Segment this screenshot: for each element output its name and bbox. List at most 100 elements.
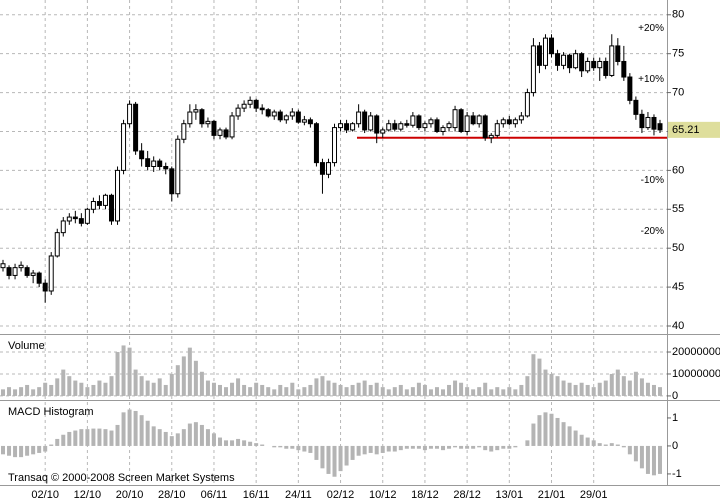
candle-body <box>452 109 458 129</box>
bar <box>579 434 584 446</box>
candle-body <box>108 194 114 222</box>
bar <box>308 445 313 453</box>
bar <box>513 445 518 448</box>
candle-body <box>380 129 386 134</box>
bar <box>302 387 307 396</box>
bar <box>181 356 186 396</box>
bar <box>230 440 235 446</box>
y-tick-label: -1 <box>672 468 682 480</box>
candle-body <box>169 168 175 195</box>
bar <box>561 380 566 396</box>
bar <box>597 443 602 446</box>
bar <box>483 382 488 396</box>
bar <box>127 347 132 396</box>
bar <box>139 376 144 396</box>
bar <box>410 445 415 449</box>
x-tick-label: 06/11 <box>201 489 228 501</box>
candle-body <box>289 111 295 117</box>
bar <box>55 378 60 396</box>
bar <box>43 445 48 452</box>
candle-body <box>163 166 169 170</box>
candle-body <box>157 160 163 168</box>
candle-body <box>60 220 66 234</box>
candle-body <box>139 150 145 160</box>
candle-body <box>603 60 609 76</box>
bar <box>356 445 361 456</box>
bar <box>193 422 198 446</box>
x-tick-label: 20/10 <box>116 489 144 501</box>
candle-body <box>627 76 633 101</box>
bar <box>302 445 307 452</box>
candle-body <box>524 92 530 117</box>
last-price-box <box>668 121 720 138</box>
bar <box>242 384 247 396</box>
bar <box>115 424 120 446</box>
bar <box>591 440 596 446</box>
bar <box>320 376 325 396</box>
candle-body <box>277 111 283 121</box>
y-tick-label: 60 <box>672 164 684 176</box>
candle-body <box>488 134 494 139</box>
bar <box>187 347 192 396</box>
bar <box>537 415 542 446</box>
bar <box>109 430 114 446</box>
bar <box>603 444 608 446</box>
candle-body <box>151 160 157 168</box>
bar <box>597 382 602 396</box>
bar <box>79 429 84 446</box>
bar <box>145 420 150 446</box>
bar <box>471 445 476 449</box>
bar <box>368 445 373 453</box>
candle-body <box>362 111 368 131</box>
candle-body <box>332 127 338 164</box>
candle-body <box>458 109 464 132</box>
candle-body <box>283 115 289 121</box>
candle-body <box>440 127 446 132</box>
bar <box>242 440 247 446</box>
bar <box>543 412 548 446</box>
bar <box>145 380 150 396</box>
bar <box>278 445 283 448</box>
candle-body <box>84 208 90 224</box>
candle-body <box>96 201 102 206</box>
candle-body <box>561 54 567 66</box>
candle-body <box>301 119 307 123</box>
bar <box>67 431 72 446</box>
candle-body <box>428 119 434 125</box>
candle-body <box>386 123 392 131</box>
candle-body <box>356 111 362 125</box>
bar <box>416 382 421 396</box>
bar <box>7 387 12 396</box>
x-tick-label: 13/01 <box>496 489 524 501</box>
candle-body <box>500 119 506 125</box>
y-tick-label: 50 <box>672 242 684 254</box>
bar <box>501 445 506 449</box>
bar <box>67 376 72 396</box>
candle-body <box>307 119 313 125</box>
x-tick-label: 21/01 <box>538 489 566 501</box>
candle-body <box>512 119 518 125</box>
bar <box>230 382 235 396</box>
candle-body <box>0 263 6 269</box>
bar <box>585 437 590 446</box>
bar <box>296 389 301 396</box>
candle-body <box>90 201 96 210</box>
bar <box>290 382 295 396</box>
bar <box>573 384 578 396</box>
bar <box>199 424 204 446</box>
candle-body <box>205 120 211 125</box>
bar <box>398 445 403 451</box>
bar <box>91 384 96 396</box>
y-tick-label: 0 <box>672 390 678 402</box>
bar <box>603 380 608 396</box>
bar <box>224 387 229 396</box>
bar <box>1 389 5 396</box>
bar <box>410 387 415 396</box>
bar <box>175 433 180 446</box>
bar <box>61 369 66 396</box>
candle-body <box>54 232 60 257</box>
bar <box>103 382 108 396</box>
bar <box>217 384 222 396</box>
bar <box>380 445 385 453</box>
percent-annotation: +10% <box>638 74 664 85</box>
